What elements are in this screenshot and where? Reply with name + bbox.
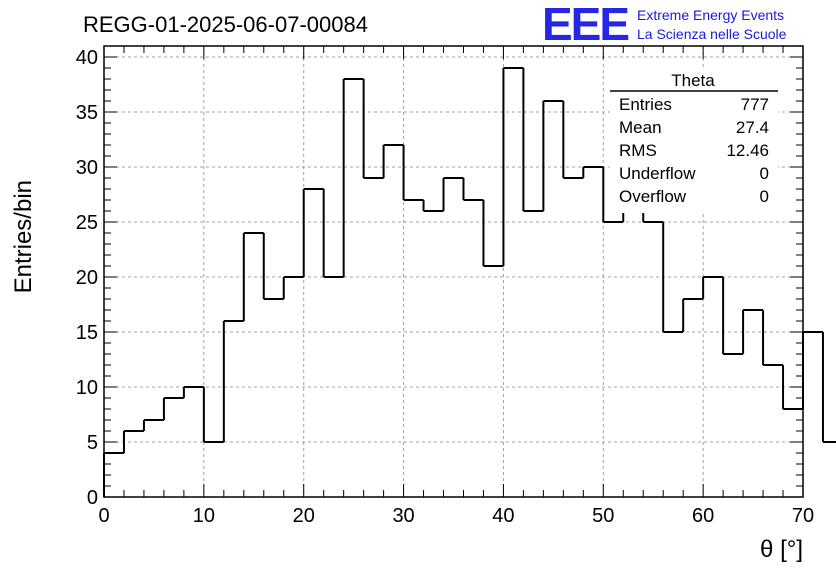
stats-label: Overflow (619, 187, 687, 206)
y-axis-title: Entries/bin (10, 180, 37, 293)
y-tick-label: 0 (87, 487, 98, 509)
stats-value: 27.4 (736, 118, 769, 137)
tick-labels: 0 10 20 30 40 50 60 70 0 5 10 15 20 25 30 35 40 (76, 47, 814, 527)
logo-line-1: Extreme Energy Events (637, 7, 784, 23)
stats-value: 0 (760, 187, 769, 206)
stats-title: Theta (671, 71, 715, 90)
stats-label: Mean (619, 118, 662, 137)
y-tick-label: 5 (87, 432, 98, 454)
histogram-bars (103, 67, 836, 497)
y-tick-label: 35 (76, 102, 98, 124)
x-tick-label: 10 (193, 505, 215, 527)
x-tick-label: 30 (392, 505, 414, 527)
y-tick-label: 30 (76, 157, 98, 179)
stats-value: 0 (760, 164, 769, 183)
y-tick-label: 20 (76, 267, 98, 289)
stats-label: Underflow (619, 164, 696, 183)
stats-background (610, 68, 778, 213)
chart-title: REGG-01-2025-06-07-00084 (83, 12, 368, 37)
y-tick-label: 40 (76, 47, 98, 69)
x-tick-label: 40 (492, 505, 514, 527)
x-tick-label: 70 (792, 505, 814, 527)
x-axis-title: θ [°] (760, 536, 803, 563)
grid (104, 46, 803, 497)
logo-letters: EEE (542, 0, 628, 50)
x-tick-label: 60 (692, 505, 714, 527)
y-tick-label: 25 (76, 212, 98, 234)
x-tick-label: 20 (293, 505, 315, 527)
axes (103, 45, 804, 498)
stats-value: 777 (741, 95, 769, 114)
stats-label: RMS (619, 141, 657, 160)
stats-box: Theta Entries 777 Mean 27.4 RMS 12.46 Underflow… (610, 68, 778, 213)
x-tick-label: 0 (98, 505, 109, 527)
y-tick-label: 15 (76, 322, 98, 344)
x-tick-label: 50 (592, 505, 614, 527)
plot-frame (103, 45, 804, 498)
eee-logo: EEE Extreme Energy Events La Scienza nel… (542, 0, 787, 50)
stats-label: Entries (619, 95, 672, 114)
y-tick-label: 10 (76, 377, 98, 399)
stats-value: 12.46 (726, 141, 769, 160)
logo-line-2: La Scienza nelle Scuole (637, 26, 787, 42)
